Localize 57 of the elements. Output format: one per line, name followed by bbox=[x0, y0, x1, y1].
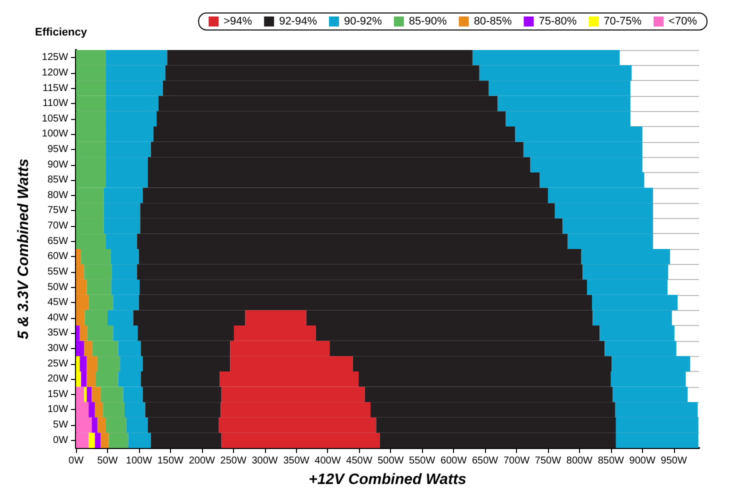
x-tick-label: 250W bbox=[220, 456, 247, 466]
legend-label: 80-85% bbox=[474, 16, 512, 28]
legend-label: <70% bbox=[668, 16, 698, 28]
y-axis-title: 5 & 3.3V Combined Watts bbox=[15, 158, 32, 340]
x-tick-label: 500W bbox=[378, 456, 404, 466]
y-tick-label: 45W bbox=[47, 297, 69, 308]
x-tick-label: 50W bbox=[97, 456, 118, 466]
y-tick-label: 90W bbox=[47, 159, 69, 170]
y-tick-label: 10W bbox=[47, 404, 69, 416]
x-tick-label: 0W bbox=[68, 456, 84, 466]
y-tick-label: 50W bbox=[47, 282, 69, 293]
y-tick-label: 75W bbox=[47, 205, 69, 216]
x-tick-label: 750W bbox=[534, 456, 562, 466]
y-tick-label: 115W bbox=[42, 82, 69, 94]
y-tick-label: 125W bbox=[42, 52, 69, 64]
legend-label: 70-75% bbox=[604, 16, 642, 28]
legend-label: 92-94% bbox=[279, 16, 318, 28]
x-tick-label: 650W bbox=[472, 456, 499, 466]
legend-label: 90-92% bbox=[344, 16, 382, 28]
x-tick-label: 800W bbox=[566, 456, 594, 466]
chart-title: Efficiency bbox=[35, 26, 88, 38]
x-tick-label: 350W bbox=[283, 456, 310, 466]
y-tick-label: 70W bbox=[47, 220, 69, 232]
x-tick-label: 600W bbox=[440, 456, 468, 466]
y-tick-label: 55W bbox=[47, 266, 69, 278]
x-tick-label: 450W bbox=[346, 456, 373, 466]
y-tick-label: 15W bbox=[47, 388, 69, 400]
y-tick-label: 110W bbox=[42, 98, 69, 110]
y-tick-label: 35W bbox=[47, 328, 69, 339]
y-tick-label: 60W bbox=[47, 251, 69, 262]
x-tick-label: 850W bbox=[598, 456, 625, 466]
y-tick-label: 0W bbox=[53, 434, 69, 446]
legend-label: >94% bbox=[224, 16, 252, 28]
x-tick-label: 700W bbox=[503, 456, 530, 466]
x-tick-label: 950W bbox=[660, 456, 688, 466]
y-tick-label: 100W bbox=[42, 128, 69, 140]
x-tick-label: 200W bbox=[188, 456, 216, 466]
y-tick-label: 30W bbox=[47, 343, 69, 354]
y-tick-label: 40W bbox=[47, 312, 69, 324]
y-tick-label: 105W bbox=[42, 113, 69, 124]
y-tick-label: 20W bbox=[47, 374, 69, 385]
y-tick-label: 25W bbox=[47, 358, 69, 370]
y-tick-label: 120W bbox=[42, 67, 69, 78]
x-tick-label: 550W bbox=[409, 456, 436, 466]
x-tick-label: 300W bbox=[252, 456, 278, 466]
y-tick-label: 5W bbox=[53, 420, 69, 431]
legend-label: 75-80% bbox=[538, 16, 577, 28]
x-tick-label: 150W bbox=[157, 456, 184, 466]
legend-label: 85-90% bbox=[408, 16, 448, 28]
y-tick-label: 80W bbox=[47, 190, 69, 201]
y-tick-label: 85W bbox=[47, 174, 69, 186]
x-tick-label: 100W bbox=[126, 456, 153, 466]
x-tick-label: 900W bbox=[629, 456, 656, 466]
x-tick-label: 400W bbox=[314, 456, 342, 466]
y-tick-label: 65W bbox=[47, 236, 69, 247]
x-axis-title: +12V Combined Watts bbox=[308, 471, 466, 488]
y-tick-label: 95W bbox=[47, 144, 69, 155]
